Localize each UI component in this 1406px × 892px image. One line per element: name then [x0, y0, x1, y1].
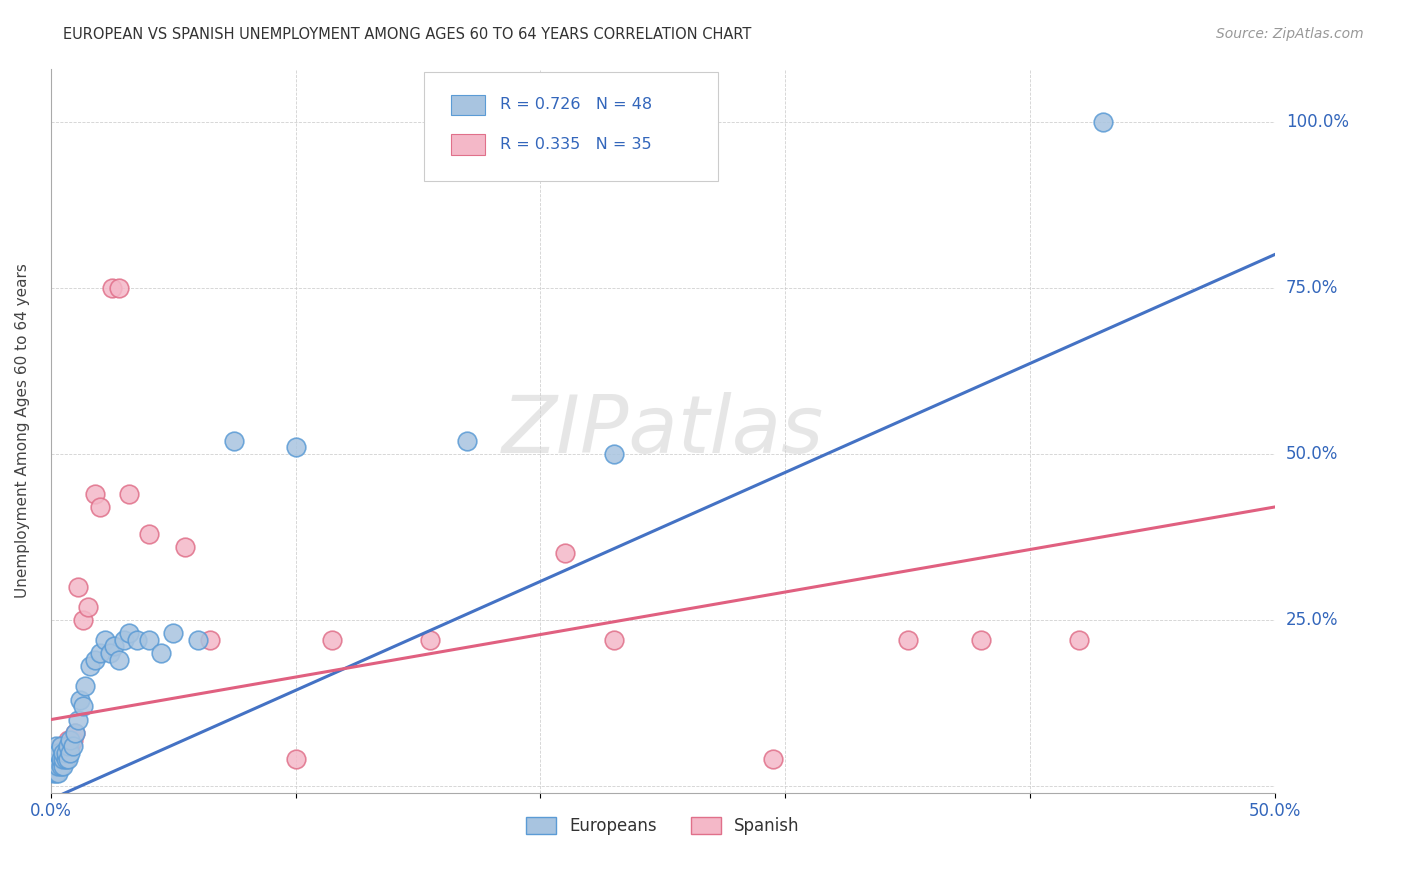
Point [65, 726, 87, 740]
Point [284, 440, 307, 454]
Point [125, 632, 148, 647]
Point [174, 540, 197, 554]
Point [970, 632, 993, 647]
Point [1092, 114, 1115, 128]
Point [89, 646, 111, 660]
Point [93, 632, 115, 647]
Y-axis label: Unemployment Among Ages 60 to 64 years: Unemployment Among Ages 60 to 64 years [15, 263, 30, 598]
Point [59, 732, 82, 747]
Text: ZIPatlas: ZIPatlas [502, 392, 824, 469]
Point [896, 632, 918, 647]
Point [45, 759, 67, 773]
Point [187, 632, 209, 647]
Point [224, 434, 246, 448]
FancyBboxPatch shape [451, 135, 485, 154]
Point [49, 739, 72, 753]
Point [59, 746, 82, 760]
Point [149, 646, 172, 660]
Point [45, 765, 67, 780]
Point [45, 759, 67, 773]
Point [554, 547, 576, 561]
Point [55, 752, 77, 766]
Legend: Europeans, Spanish: Europeans, Spanish [526, 817, 800, 835]
Point [42, 746, 65, 760]
Text: 100.0%: 100.0% [1286, 112, 1348, 130]
Point [52, 746, 75, 760]
Point [79, 659, 101, 673]
FancyBboxPatch shape [425, 72, 718, 181]
Point [45, 746, 67, 760]
Point [118, 486, 141, 500]
Point [603, 632, 626, 647]
Point [59, 739, 82, 753]
Point [52, 746, 75, 760]
Point [83, 486, 105, 500]
Text: R = 0.335   N = 35: R = 0.335 N = 35 [501, 137, 651, 152]
Point [56, 732, 79, 747]
Point [162, 626, 184, 640]
Point [45, 739, 67, 753]
Point [42, 752, 65, 766]
Point [603, 447, 626, 461]
Point [45, 752, 67, 766]
Point [138, 526, 160, 541]
Point [198, 632, 221, 647]
Point [284, 752, 307, 766]
Point [419, 632, 441, 647]
Point [101, 281, 124, 295]
Point [52, 759, 75, 773]
Point [108, 653, 131, 667]
Point [42, 765, 65, 780]
Point [69, 692, 91, 706]
Point [762, 752, 785, 766]
Point [66, 580, 89, 594]
Point [46, 765, 69, 780]
Point [45, 752, 67, 766]
FancyBboxPatch shape [451, 95, 485, 115]
Text: 50.0%: 50.0% [1286, 445, 1339, 463]
Point [98, 646, 121, 660]
Point [49, 739, 72, 753]
Point [321, 632, 343, 647]
Text: R = 0.726   N = 48: R = 0.726 N = 48 [501, 97, 652, 112]
Text: EUROPEAN VS SPANISH UNEMPLOYMENT AMONG AGES 60 TO 64 YEARS CORRELATION CHART: EUROPEAN VS SPANISH UNEMPLOYMENT AMONG A… [63, 27, 752, 42]
Point [49, 759, 72, 773]
Point [49, 752, 72, 766]
Point [72, 699, 94, 714]
Point [89, 500, 111, 514]
Text: Source: ZipAtlas.com: Source: ZipAtlas.com [1216, 27, 1364, 41]
Point [56, 739, 79, 753]
Point [112, 632, 135, 647]
Point [46, 746, 69, 760]
Point [55, 739, 77, 753]
Point [1067, 632, 1090, 647]
Point [56, 752, 79, 766]
Point [46, 746, 69, 760]
Point [66, 713, 89, 727]
Point [456, 434, 478, 448]
Text: 75.0%: 75.0% [1286, 279, 1339, 297]
Point [46, 759, 69, 773]
Point [42, 752, 65, 766]
Point [62, 732, 84, 747]
Point [103, 640, 125, 654]
Point [83, 653, 105, 667]
Point [75, 679, 97, 693]
Point [45, 746, 67, 760]
Text: 25.0%: 25.0% [1286, 611, 1339, 629]
Point [42, 759, 65, 773]
Point [46, 752, 69, 766]
Point [72, 613, 94, 627]
Point [138, 632, 160, 647]
Point [65, 726, 87, 740]
Point [118, 626, 141, 640]
Point [52, 752, 75, 766]
Point [42, 759, 65, 773]
Point [108, 281, 131, 295]
Point [55, 746, 77, 760]
Point [62, 739, 84, 753]
Point [76, 599, 98, 614]
